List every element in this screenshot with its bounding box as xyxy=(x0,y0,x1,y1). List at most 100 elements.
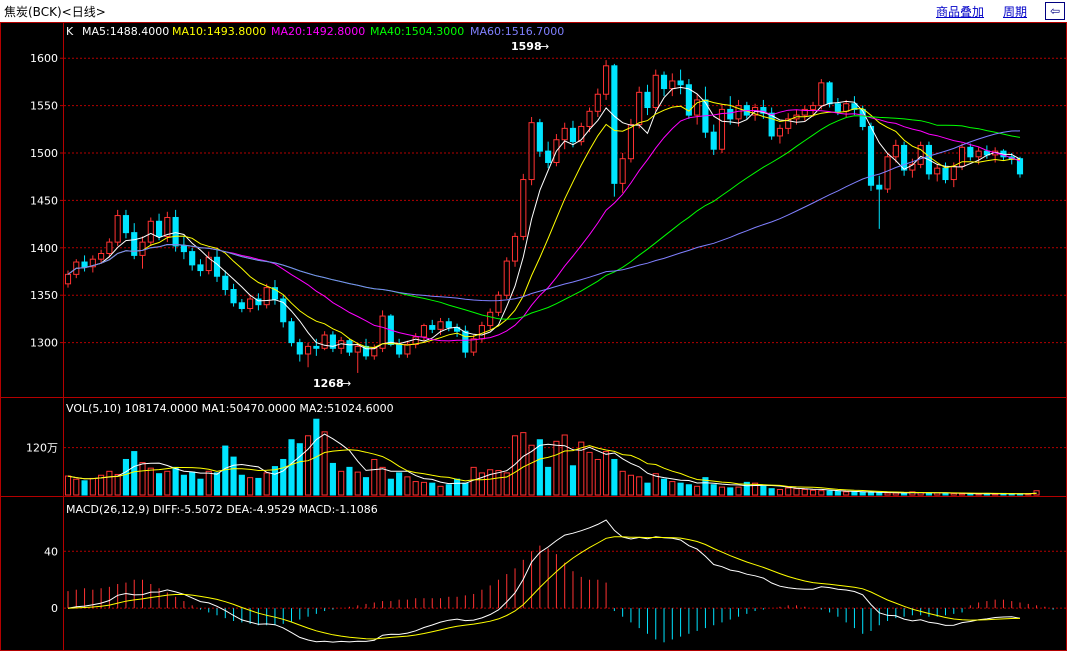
volume-bar xyxy=(205,470,212,496)
volume-bar xyxy=(263,472,270,496)
volume-bar xyxy=(89,477,96,496)
candle-body xyxy=(321,334,328,349)
instrument-title: 焦炭(BCK)<日线> xyxy=(4,5,106,19)
ma40-legend: MA40:1504.3000 xyxy=(370,25,464,38)
volume-bar xyxy=(487,469,494,496)
volume-bar xyxy=(478,472,485,496)
price-panel xyxy=(64,60,1024,373)
volume-bar xyxy=(346,466,353,496)
volume-bar xyxy=(793,488,800,496)
volume-bar xyxy=(950,492,957,496)
candle-body xyxy=(694,99,701,116)
macd-tick-label: 0 xyxy=(51,602,58,615)
volume-bar xyxy=(354,471,361,496)
candle-body xyxy=(305,345,312,355)
volume-bar xyxy=(321,431,328,496)
ma20-legend: MA20:1492.8000 xyxy=(271,25,365,38)
candle-body xyxy=(445,321,452,328)
candle-body xyxy=(619,158,626,184)
candle-body xyxy=(669,80,676,90)
candle-body xyxy=(586,110,593,127)
volume-ma2-line xyxy=(67,445,1037,495)
candle-body xyxy=(884,156,891,190)
price-tick-label: 1450 xyxy=(30,194,58,207)
volume-bar xyxy=(735,486,742,496)
volume-bar xyxy=(511,435,519,496)
macd-tick-label: 40 xyxy=(44,545,58,558)
candle-body xyxy=(958,146,966,167)
candle-body xyxy=(561,127,568,141)
candle-body xyxy=(230,289,237,304)
volume-bar xyxy=(718,486,726,496)
candle-body xyxy=(155,220,163,237)
price-tick-label: 1500 xyxy=(30,147,58,160)
candle-body xyxy=(768,112,775,137)
volume-bar xyxy=(958,493,966,496)
candle-body xyxy=(379,315,386,349)
volume-bar xyxy=(760,485,767,496)
candle-body xyxy=(271,287,279,300)
price-tick-label: 1400 xyxy=(30,242,58,255)
price-tick-label: 1300 xyxy=(30,337,58,350)
volume-bar xyxy=(545,466,552,496)
volume-bar xyxy=(371,458,378,496)
candle-body xyxy=(611,65,618,184)
volume-bar xyxy=(834,490,841,496)
candle-body xyxy=(122,215,130,234)
candle-body xyxy=(578,125,585,143)
ma5-line xyxy=(67,86,1021,350)
candle-body xyxy=(412,336,419,345)
volume-bar xyxy=(843,491,850,496)
volume-bar xyxy=(247,477,254,496)
volume-ma1-line xyxy=(67,433,1037,495)
candle-body xyxy=(222,275,229,291)
price-tick-label: 1550 xyxy=(30,100,58,113)
volume-bar xyxy=(586,451,593,496)
volume-bar xyxy=(884,492,891,496)
candle-body xyxy=(834,103,841,112)
candle-body xyxy=(470,338,477,353)
price-tick-label: 1600 xyxy=(30,52,58,65)
volume-grid: 120万 xyxy=(26,442,1067,455)
volume-bar xyxy=(412,481,419,496)
volume-bar xyxy=(329,462,336,496)
candle-body xyxy=(901,144,908,171)
volume-bar xyxy=(520,432,527,496)
macd-grid: 40 0 xyxy=(44,545,1067,615)
volume-bar xyxy=(238,474,245,496)
macd-dea-line xyxy=(67,536,1021,640)
candle-body xyxy=(462,330,469,353)
candle-body xyxy=(189,251,196,266)
candle-body xyxy=(727,108,734,120)
volume-bar xyxy=(578,441,585,496)
volume-bar xyxy=(677,482,684,496)
volume-bar xyxy=(387,478,394,496)
volume-bar xyxy=(644,482,651,496)
volume-bar xyxy=(876,492,883,496)
volume-bar xyxy=(404,476,411,496)
volume-bar xyxy=(73,478,80,496)
volume-legend: VOL(5,10) 108174.0000 MA1:50470.0000 MA2… xyxy=(66,402,394,415)
volume-bar xyxy=(801,488,808,496)
volume-bar xyxy=(809,489,817,496)
volume-bar xyxy=(768,488,775,496)
candle-body xyxy=(660,74,668,90)
volume-bar xyxy=(727,487,734,496)
volume-bar xyxy=(305,435,312,496)
candle-body xyxy=(710,131,717,150)
volume-bar xyxy=(702,477,709,496)
volume-bar xyxy=(147,467,154,496)
low-arrow-icon: → xyxy=(342,377,351,390)
macd-diff-line xyxy=(67,519,1021,643)
volume-bar xyxy=(420,481,428,496)
volume-bar xyxy=(81,480,88,496)
volume-bar xyxy=(859,491,866,496)
period-button[interactable]: 周期 xyxy=(1003,5,1028,19)
candle-body xyxy=(247,298,254,309)
candle-body xyxy=(809,105,817,110)
back-arrow-icon[interactable]: ⇦ xyxy=(1045,2,1065,20)
candle-body xyxy=(238,302,245,309)
ma40-line xyxy=(67,115,1021,320)
overlay-commodity-button[interactable]: 商品叠加 xyxy=(936,5,985,19)
